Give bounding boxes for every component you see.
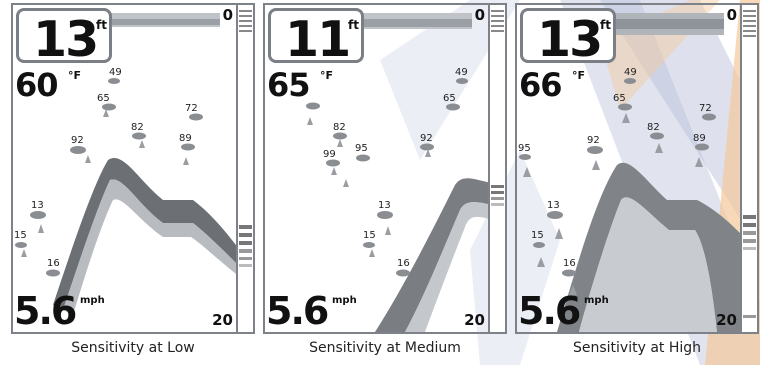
temperature-unit: °F [572,69,586,82]
panel-caption: Sensitivity at Low [71,340,195,356]
fish-label: 89 [693,133,706,144]
fish-label: 15 [363,230,376,241]
speed-value: 5.6 [14,289,77,333]
fish-label: 92 [587,135,600,146]
panel-caption: Sensitivity at High [572,340,702,356]
sonar-zoom-strip [236,5,253,332]
fish-label: 65 [613,93,626,104]
sonar-screen: 49 65 72 82 89 92 13 15 16 13 ft 0 60 °F… [11,3,255,334]
speed-unit: mph [584,295,609,306]
fish-label: 16 [563,258,576,269]
sonar-zoom-strip [740,5,757,332]
fish-label: 92 [71,135,84,146]
temperature-value: 65 [267,66,311,104]
fish-label: 92 [420,133,433,144]
depth-value: 11 [285,11,351,68]
depth-scale-bottom: 20 [716,311,737,329]
fish-label: 13 [31,200,44,211]
depth-scale-bottom: 20 [464,311,485,329]
fish-label: 49 [624,67,637,78]
depth-unit: ft [348,18,359,32]
fish-label: 49 [455,67,468,78]
depth-readout: 13 ft [16,8,112,68]
depth-readout: 11 ft [268,8,364,68]
sonar-panel-medium: 49 65 82 92 95 99 13 15 16 11 ft 0 65 °F… [263,3,507,356]
depth-value: 13 [537,11,603,68]
fish-label: 82 [647,122,660,133]
panel-caption: Sensitivity at Medium [309,340,461,356]
depth-readout: 13 ft [520,8,616,68]
fish-label: 13 [547,200,560,211]
sonar-view: 49 65 72 82 89 92 95 13 15 16 [518,13,744,332]
sonar-view: 49 65 72 82 89 92 13 15 16 [14,13,240,315]
fish-label: 49 [109,67,122,78]
temperature-unit: °F [320,69,334,82]
depth-scale-top: 0 [726,6,737,24]
fish-label: 72 [185,103,198,114]
fish-label: 13 [378,200,391,211]
depth-unit: ft [96,18,107,32]
sonar-view: 49 65 82 92 95 99 13 15 16 [306,13,492,332]
fish-label: 82 [333,122,346,133]
fish-label: 82 [131,122,144,133]
depth-scale-top: 0 [222,6,233,24]
fish-label: 16 [397,258,410,269]
speed-unit: mph [332,295,357,306]
fish-label: 65 [443,93,456,104]
depth-scale-top: 0 [474,6,485,24]
depth-scale-bottom: 20 [212,311,233,329]
sonar-zoom-strip [488,5,505,332]
fish-label: 15 [531,230,544,241]
depth-unit: ft [600,18,611,32]
fish-label: 72 [699,103,712,114]
temperature-unit: °F [68,69,82,82]
sonar-screen: 49 65 82 92 95 99 13 15 16 11 ft 0 65 °F… [263,3,507,334]
depth-value: 13 [33,11,99,68]
temperature-value: 66 [519,66,563,104]
sonar-panel-low: 49 65 72 82 89 92 13 15 16 13 ft 0 60 °F… [11,3,255,356]
speed-value: 5.6 [266,289,329,333]
fish-label: 65 [97,93,110,104]
speed-value: 5.6 [518,289,581,333]
fish-label: 15 [14,230,27,241]
speed-unit: mph [80,295,105,306]
temperature-value: 60 [15,66,59,104]
fish-label: 95 [518,143,531,154]
fish-label: 95 [355,143,368,154]
fish-label: 99 [323,149,336,160]
sonar-screen: 49 65 72 82 89 92 95 13 15 16 13 ft 0 66… [515,3,759,334]
fish-label: 16 [47,258,60,269]
fish-label: 89 [179,133,192,144]
sonar-panel-high: 49 65 72 82 89 92 95 13 15 16 13 ft 0 66… [515,3,759,356]
